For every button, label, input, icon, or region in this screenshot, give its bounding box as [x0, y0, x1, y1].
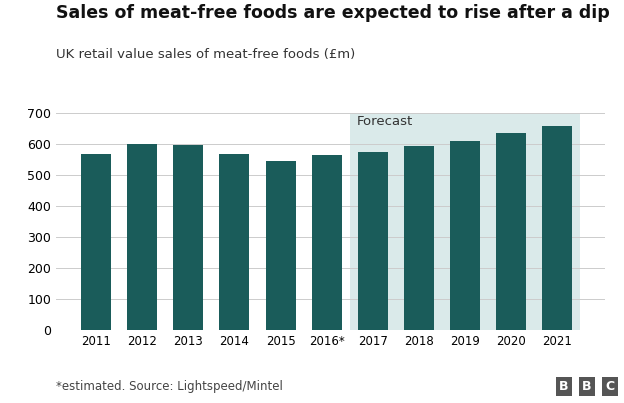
- Bar: [173, 145, 203, 330]
- Bar: [542, 126, 572, 330]
- Bar: [81, 154, 111, 330]
- Text: B: B: [582, 380, 592, 393]
- Text: Sales of meat-free foods are expected to rise after a dip: Sales of meat-free foods are expected to…: [56, 4, 610, 22]
- Bar: [358, 152, 388, 330]
- Bar: [220, 154, 250, 330]
- Text: Forecast: Forecast: [357, 115, 413, 128]
- Bar: [496, 133, 526, 330]
- Bar: [349, 113, 580, 330]
- Bar: [127, 143, 157, 330]
- Text: *estimated. Source: Lightspeed/Mintel: *estimated. Source: Lightspeed/Mintel: [56, 380, 283, 393]
- Bar: [404, 146, 434, 330]
- Bar: [312, 156, 342, 330]
- Text: C: C: [605, 380, 615, 393]
- Text: UK retail value sales of meat-free foods (£m): UK retail value sales of meat-free foods…: [56, 48, 356, 61]
- Text: B: B: [559, 380, 568, 393]
- Bar: [266, 161, 296, 330]
- Bar: [450, 141, 480, 330]
